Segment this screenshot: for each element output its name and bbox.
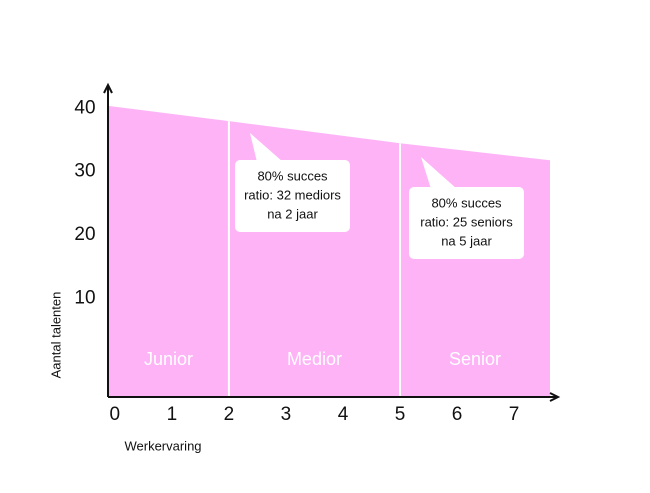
callout-text: 80% succes: [431, 195, 502, 210]
callout-text: ratio: 25 seniors: [420, 214, 513, 229]
x-tick-label: 0: [110, 404, 121, 425]
x-axis-label: Werkervaring: [124, 438, 201, 453]
x-tick-label: 2: [224, 404, 235, 425]
y-tick-label: 20: [74, 224, 95, 245]
callout-tail: [421, 157, 457, 189]
y-tick-label: 40: [74, 97, 95, 118]
callout-box: [235, 160, 350, 232]
x-tick-label: 1: [167, 404, 178, 425]
phase-label: Senior: [449, 349, 501, 369]
phase-label: Junior: [144, 349, 193, 369]
callout-tail: [250, 133, 283, 162]
phase-label: Medior: [287, 349, 342, 369]
y-tick-label: 10: [74, 287, 95, 308]
callout-text: na 5 jaar: [441, 233, 492, 248]
x-axis-arrow: [549, 392, 561, 402]
x-tick-label: 6: [452, 404, 463, 425]
x-tick-label: 7: [509, 404, 520, 425]
y-axis-label: Aantal talenten: [48, 292, 63, 379]
x-tick-label: 4: [338, 404, 349, 425]
callout-text: na 2 jaar: [267, 206, 318, 221]
callout-box: [409, 187, 524, 259]
y-tick-label: 30: [74, 161, 95, 182]
callout-text: 80% succes: [257, 168, 328, 183]
callout-text: ratio: 32 mediors: [244, 187, 341, 202]
x-tick-label: 5: [395, 404, 406, 425]
callout: 80% succes ratio: 32 mediors na 2 jaar: [235, 133, 350, 232]
callout: 80% succes ratio: 25 seniors na 5 jaar: [409, 157, 524, 259]
y-axis-arrow: [103, 82, 113, 94]
x-tick-label: 3: [281, 404, 292, 425]
